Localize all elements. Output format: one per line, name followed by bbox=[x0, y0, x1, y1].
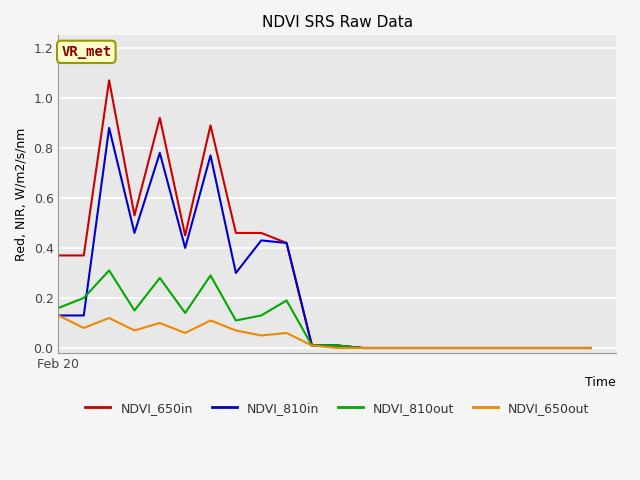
NDVI_810in bbox=[511, 345, 518, 351]
Line: NDVI_810out: NDVI_810out bbox=[58, 270, 591, 348]
NDVI_810out bbox=[561, 345, 569, 351]
NDVI_810out bbox=[207, 273, 214, 278]
Title: NDVI SRS Raw Data: NDVI SRS Raw Data bbox=[262, 15, 413, 30]
NDVI_810in bbox=[410, 345, 417, 351]
NDVI_810in bbox=[80, 312, 88, 318]
NDVI_650in bbox=[207, 122, 214, 128]
Line: NDVI_650out: NDVI_650out bbox=[58, 315, 591, 348]
NDVI_810out bbox=[333, 343, 341, 348]
NDVI_650in bbox=[181, 232, 189, 238]
NDVI_810in bbox=[181, 245, 189, 251]
Legend: NDVI_650in, NDVI_810in, NDVI_810out, NDVI_650out: NDVI_650in, NDVI_810in, NDVI_810out, NDV… bbox=[81, 397, 594, 420]
NDVI_650out bbox=[156, 320, 164, 326]
NDVI_810out bbox=[156, 275, 164, 281]
NDVI_650in bbox=[359, 345, 367, 351]
NDVI_810in bbox=[105, 125, 113, 131]
NDVI_650out bbox=[257, 333, 265, 338]
NDVI_650in bbox=[156, 115, 164, 121]
NDVI_650out bbox=[536, 345, 544, 351]
NDVI_810out bbox=[232, 318, 240, 324]
NDVI_650in bbox=[131, 213, 138, 218]
NDVI_810out bbox=[181, 310, 189, 316]
NDVI_650in bbox=[410, 345, 417, 351]
NDVI_810in bbox=[561, 345, 569, 351]
NDVI_650in bbox=[54, 252, 62, 258]
NDVI_810out bbox=[105, 267, 113, 273]
NDVI_810out bbox=[384, 345, 392, 351]
NDVI_650out bbox=[232, 328, 240, 334]
NDVI_810in bbox=[333, 343, 341, 348]
NDVI_810in bbox=[54, 312, 62, 318]
NDVI_650out bbox=[435, 345, 442, 351]
NDVI_810out bbox=[283, 298, 291, 303]
NDVI_810out bbox=[410, 345, 417, 351]
NDVI_810out bbox=[131, 308, 138, 313]
NDVI_810in bbox=[156, 150, 164, 156]
NDVI_650in bbox=[232, 230, 240, 236]
X-axis label: Time: Time bbox=[586, 376, 616, 389]
NDVI_650in bbox=[283, 240, 291, 246]
NDVI_810in bbox=[587, 345, 595, 351]
NDVI_650out bbox=[587, 345, 595, 351]
NDVI_650in bbox=[511, 345, 518, 351]
NDVI_810in bbox=[435, 345, 442, 351]
NDVI_810in bbox=[536, 345, 544, 351]
NDVI_650in bbox=[384, 345, 392, 351]
Y-axis label: Red, NIR, W/m2/s/nm: Red, NIR, W/m2/s/nm bbox=[15, 128, 28, 261]
NDVI_810out bbox=[536, 345, 544, 351]
NDVI_650in bbox=[308, 343, 316, 348]
Line: NDVI_810in: NDVI_810in bbox=[58, 128, 591, 348]
NDVI_650out bbox=[384, 345, 392, 351]
NDVI_650out bbox=[460, 345, 468, 351]
NDVI_810out bbox=[359, 345, 367, 351]
Text: VR_met: VR_met bbox=[61, 45, 111, 59]
NDVI_650out bbox=[54, 312, 62, 318]
NDVI_810in bbox=[460, 345, 468, 351]
NDVI_650out bbox=[410, 345, 417, 351]
NDVI_810in bbox=[283, 240, 291, 246]
NDVI_650out bbox=[80, 325, 88, 331]
NDVI_650out bbox=[181, 330, 189, 336]
NDVI_810in bbox=[232, 270, 240, 276]
NDVI_650out bbox=[131, 328, 138, 334]
NDVI_810out bbox=[511, 345, 518, 351]
NDVI_650in bbox=[486, 345, 493, 351]
NDVI_650out bbox=[486, 345, 493, 351]
NDVI_810in bbox=[486, 345, 493, 351]
NDVI_650in bbox=[587, 345, 595, 351]
NDVI_810out bbox=[460, 345, 468, 351]
NDVI_810in bbox=[131, 230, 138, 236]
NDVI_810out bbox=[587, 345, 595, 351]
NDVI_810out bbox=[54, 305, 62, 311]
NDVI_650out bbox=[359, 345, 367, 351]
NDVI_650out bbox=[511, 345, 518, 351]
NDVI_810out bbox=[257, 312, 265, 318]
NDVI_650in bbox=[460, 345, 468, 351]
NDVI_810out bbox=[486, 345, 493, 351]
NDVI_810out bbox=[435, 345, 442, 351]
NDVI_650in bbox=[105, 77, 113, 83]
NDVI_810in bbox=[257, 238, 265, 243]
NDVI_650in bbox=[561, 345, 569, 351]
NDVI_810out bbox=[308, 343, 316, 348]
NDVI_810in bbox=[308, 343, 316, 348]
NDVI_810in bbox=[384, 345, 392, 351]
NDVI_650out bbox=[283, 330, 291, 336]
NDVI_650out bbox=[207, 318, 214, 324]
NDVI_650out bbox=[105, 315, 113, 321]
NDVI_650out bbox=[561, 345, 569, 351]
NDVI_650in bbox=[80, 252, 88, 258]
NDVI_650out bbox=[308, 343, 316, 348]
Line: NDVI_650in: NDVI_650in bbox=[58, 80, 591, 348]
NDVI_650in bbox=[257, 230, 265, 236]
NDVI_810out bbox=[80, 295, 88, 301]
NDVI_650out bbox=[333, 345, 341, 351]
NDVI_810in bbox=[359, 345, 367, 351]
NDVI_650in bbox=[435, 345, 442, 351]
NDVI_810in bbox=[207, 153, 214, 158]
NDVI_650in bbox=[333, 343, 341, 348]
NDVI_650in bbox=[536, 345, 544, 351]
